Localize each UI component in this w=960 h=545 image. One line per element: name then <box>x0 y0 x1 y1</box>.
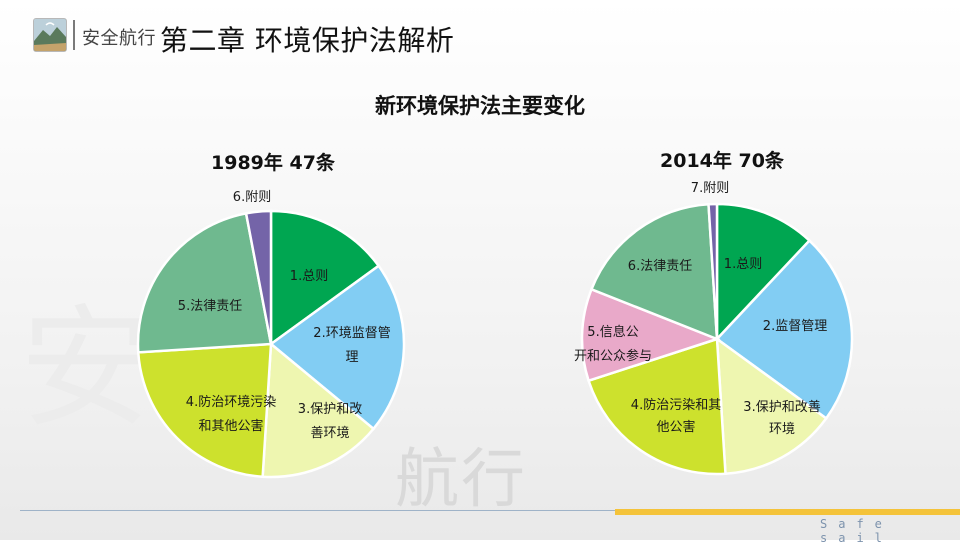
footer-accent-bar <box>615 509 960 515</box>
pie-slice <box>269 209 381 347</box>
slice-label: 4.防治污染和其他公害 <box>631 397 721 435</box>
slice-label: 5.信息公开和公众参与 <box>574 324 652 364</box>
pie-slice <box>136 211 273 354</box>
watermark-small: 航行 <box>395 443 527 517</box>
slice-label: 6.附则 <box>233 190 271 205</box>
slice-label: 4.防治环境污染和其他公害 <box>186 394 276 434</box>
slice-label: 2.监督管理 <box>763 319 827 334</box>
brand-separator <box>73 20 75 50</box>
pie-slice <box>587 337 727 476</box>
chart-title-2014: 2014年 70条 <box>660 150 784 172</box>
pie-slice <box>715 202 812 343</box>
pie-slice <box>715 238 854 421</box>
slice-label: 3.保护和改善环境 <box>298 402 362 441</box>
pie-slice <box>261 341 376 479</box>
pie-slice <box>707 202 719 340</box>
pie-slice <box>136 342 273 479</box>
pie-chart-0: 1.总则 2.环境监督管理 3.保护和改善环境 4.防治环境污染和其他公害 5.法律责任… <box>136 190 406 479</box>
pie-slice <box>268 264 406 431</box>
slice-label: 6.法律责任 <box>628 259 692 274</box>
slice-label: 5.法律责任 <box>178 299 242 314</box>
pie-slice <box>580 287 721 383</box>
slice-label: 3.保护和改善环境 <box>743 399 820 437</box>
pie-slice <box>589 202 719 341</box>
pie-slice <box>715 336 828 476</box>
watermark-large: 安 <box>20 292 152 446</box>
slice-label: 1.总则 <box>290 269 328 284</box>
brand-name: 安全航行 <box>82 28 156 49</box>
pie-chart-1: 1.总则 2.监督管理 3.保护和改善环境 4.防治污染和其他公害 5.信息公开和公众参… <box>574 181 854 476</box>
chart-title-1989: 1989年 47条 <box>211 152 335 174</box>
slice-label: 7.附则 <box>691 181 729 196</box>
slice-label: 2.环境监督管理 <box>313 326 390 365</box>
slide-title: 新环境保护法主要变化 <box>375 94 585 118</box>
chapter-title: 第二章 环境保护法解析 <box>160 24 455 57</box>
logo-image <box>33 18 67 52</box>
footer-line <box>20 510 620 511</box>
slice-label: 1.总则 <box>724 257 762 272</box>
pie-slice <box>244 209 273 345</box>
